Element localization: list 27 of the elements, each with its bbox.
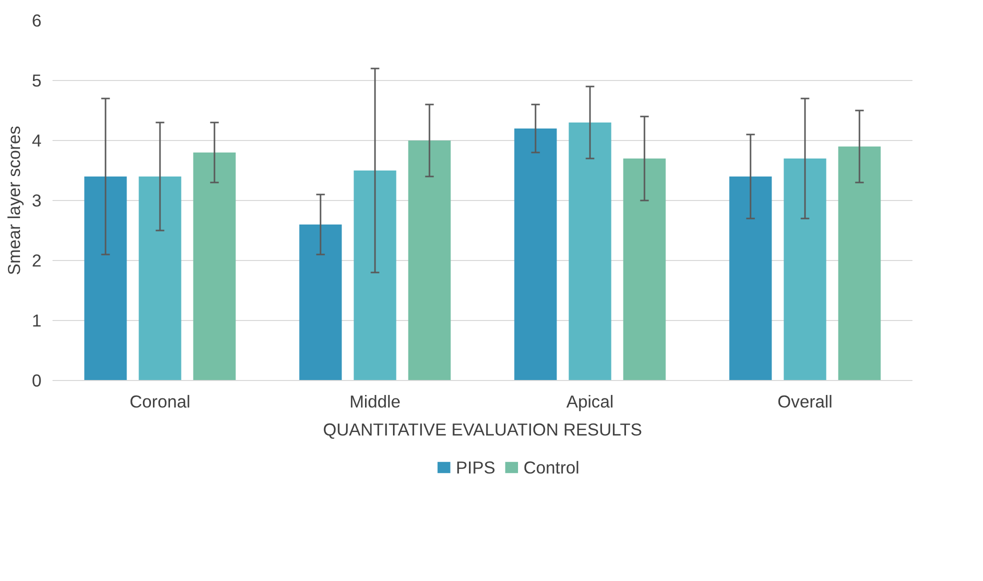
x-axis-title: QUANTITATIVE EVALUATION RESULTS xyxy=(322,420,642,440)
bar xyxy=(784,158,826,380)
y-axis-title: Smear layer scores xyxy=(4,126,24,276)
bar xyxy=(838,146,881,380)
y-tick-label: 3 xyxy=(32,190,42,210)
bar xyxy=(568,122,612,380)
y-tick-label: 1 xyxy=(32,310,42,330)
x-tick-label: Coronal xyxy=(130,392,190,412)
legend-label: Control xyxy=(524,458,580,478)
bar xyxy=(84,176,127,380)
bar xyxy=(354,170,396,380)
bar xyxy=(408,140,451,380)
bar xyxy=(138,176,182,380)
bar xyxy=(623,158,666,380)
x-tick-label: Middle xyxy=(349,392,401,412)
y-tick-label: 4 xyxy=(32,130,42,150)
x-tick-label: Apical xyxy=(566,392,614,412)
y-tick-label: 2 xyxy=(32,250,42,270)
y-tick-label: 5 xyxy=(32,70,42,90)
bar xyxy=(729,176,772,380)
y-tick-label: 0 xyxy=(32,370,42,390)
x-tick-label: Overall xyxy=(778,392,832,412)
y-tick-label: 6 xyxy=(32,10,42,30)
bar xyxy=(514,128,557,380)
legend-label: PIPS xyxy=(456,458,496,478)
bar xyxy=(299,224,342,380)
bar xyxy=(193,152,236,380)
